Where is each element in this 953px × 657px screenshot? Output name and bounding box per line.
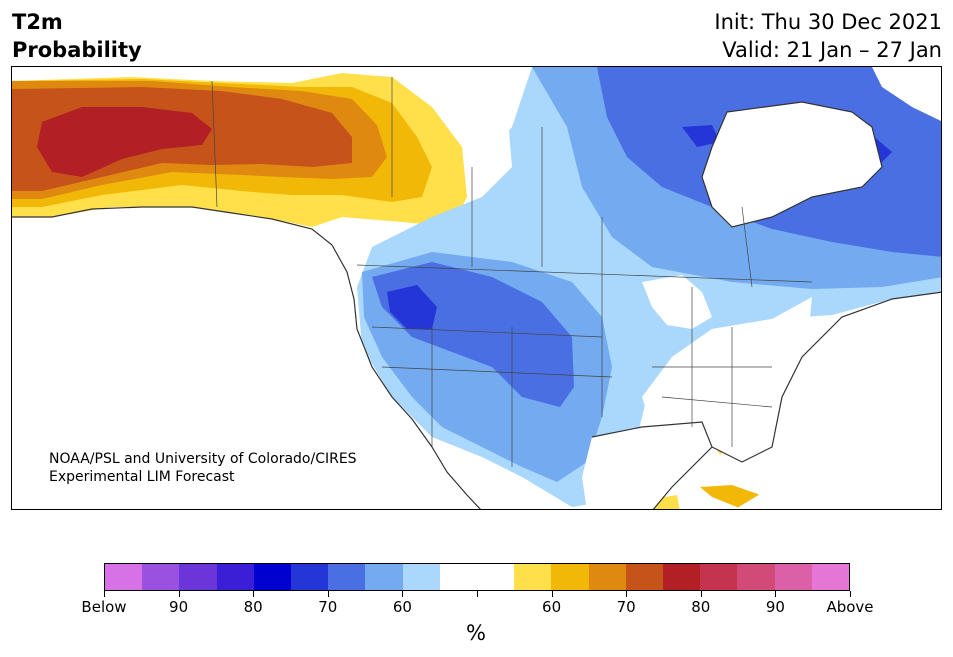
init-date: Init: Thu 30 Dec 2021 bbox=[714, 10, 942, 34]
colorbar-swatch bbox=[253, 564, 292, 590]
forecast-dates: Init: Thu 30 Dec 2021 Valid: 21 Jan – 27… bbox=[714, 8, 942, 64]
gulf-of-mexico bbox=[582, 422, 712, 509]
colorbar-label: 60 bbox=[392, 598, 412, 616]
colorbar-swatch bbox=[663, 564, 701, 590]
sw-cold-deep-region bbox=[387, 285, 437, 329]
great-lakes bbox=[642, 275, 712, 329]
arctic-white bbox=[452, 67, 532, 157]
forecast-credit: NOAA/PSL and University of Colorado/CIRE… bbox=[49, 450, 357, 486]
colorbar-swatch bbox=[439, 564, 478, 590]
colorbar-label: Below bbox=[81, 598, 127, 616]
colorbar-tick bbox=[253, 591, 255, 597]
valid-date: Valid: 21 Jan – 27 Jan bbox=[722, 38, 942, 62]
cold-deep-region-2 bbox=[682, 125, 720, 147]
colorbar-swatch bbox=[811, 564, 850, 590]
colorbar-tick bbox=[700, 591, 702, 597]
pacific-ocean bbox=[12, 207, 481, 509]
colorbar-swatch bbox=[291, 564, 329, 590]
map-svg bbox=[12, 67, 941, 509]
colorbar-label: Above bbox=[826, 598, 874, 616]
colorbar-label: 70 bbox=[616, 598, 636, 616]
colorbar-swatch bbox=[216, 564, 254, 590]
probability-colorbar bbox=[104, 563, 850, 591]
colorbar-swatch bbox=[142, 564, 180, 590]
colorbar-tick bbox=[327, 591, 329, 597]
political-borders bbox=[211, 77, 813, 467]
colorbar-tick bbox=[402, 591, 404, 597]
colorbar-tick bbox=[626, 591, 628, 597]
credit-line-1: NOAA/PSL and University of Colorado/CIRE… bbox=[49, 451, 357, 467]
colorbar-swatch bbox=[737, 564, 775, 590]
colorbar-swatch bbox=[514, 564, 552, 590]
credit-line-2: Experimental LIM Forecast bbox=[49, 469, 235, 485]
colorbar-tick bbox=[477, 591, 478, 597]
colorbar-swatch bbox=[105, 564, 143, 590]
map-title: T2m Probability bbox=[12, 8, 142, 64]
colorbar-tick bbox=[775, 591, 777, 597]
colorbar-swatch bbox=[588, 564, 626, 590]
colorbar-swatch bbox=[328, 564, 366, 590]
atlantic-ocean bbox=[735, 292, 941, 509]
title-line-2: Probability bbox=[12, 38, 142, 62]
baffin-white bbox=[872, 67, 941, 122]
colorbar-unit: % bbox=[466, 621, 486, 645]
colorbar-label: 90 bbox=[765, 598, 785, 616]
colorbar-tick bbox=[551, 591, 553, 597]
colorbar-swatch bbox=[700, 564, 738, 590]
colorbar-swatch bbox=[551, 564, 589, 590]
colorbar-swatch bbox=[179, 564, 217, 590]
hudson-bay bbox=[702, 102, 882, 227]
colorbar-tick bbox=[178, 591, 180, 597]
colorbar-label: 80 bbox=[691, 598, 711, 616]
east-us-neutral bbox=[642, 297, 812, 462]
colorbar-tick bbox=[104, 591, 105, 597]
title-line-1: T2m bbox=[12, 10, 63, 34]
colorbar-swatch bbox=[625, 564, 664, 590]
colorbar-label: 80 bbox=[243, 598, 263, 616]
colorbar-swatch bbox=[365, 564, 403, 590]
colorbar-label: 90 bbox=[169, 598, 189, 616]
probability-map bbox=[11, 66, 942, 510]
colorbar-swatch bbox=[402, 564, 440, 590]
warm-red-region bbox=[37, 107, 212, 177]
colorbar-swatch bbox=[774, 564, 812, 590]
colorbar-tick bbox=[850, 591, 851, 597]
colorbar-label: 60 bbox=[542, 598, 562, 616]
colorbar-swatch bbox=[477, 564, 515, 590]
colorbar-label: 70 bbox=[318, 598, 338, 616]
